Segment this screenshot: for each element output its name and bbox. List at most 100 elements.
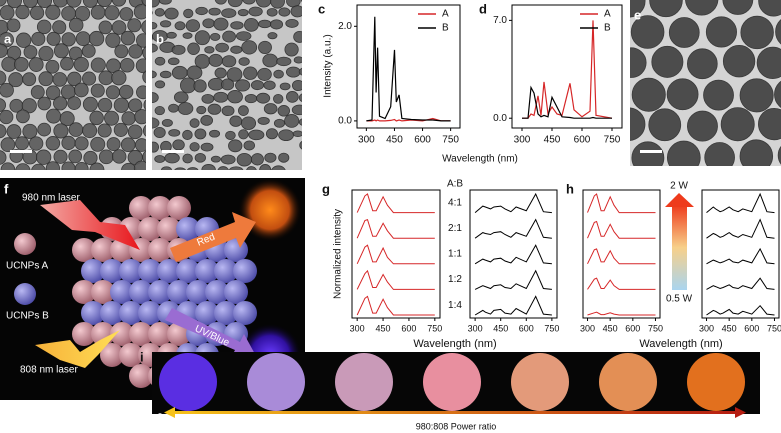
x-tick-label: 300 [358,135,375,146]
sphere-ball [100,259,124,283]
sphere-ball [233,301,257,325]
particle [226,67,243,82]
particle [53,149,68,164]
x-tick-label: 450 [603,323,618,333]
x-axis-label: Wavelength (nm) [442,154,518,165]
particle [201,93,215,104]
particle [278,152,290,163]
micrograph [152,0,320,173]
arrow-head [164,407,175,418]
particle [739,139,774,166]
particle [291,79,302,92]
x-tick-label: 750 [767,323,781,333]
particle [668,17,700,48]
particle [174,21,186,31]
particle [259,164,272,170]
particle [221,105,235,117]
particle [276,56,292,67]
particle [756,46,781,79]
particle [229,115,243,127]
particle [194,30,211,46]
particle [66,0,82,8]
sphere-ball [91,238,115,262]
particle [703,79,734,111]
sphere-ball [214,301,238,325]
particle [704,142,735,166]
particle [1,56,17,72]
plot-frame [701,189,780,319]
particle [630,15,665,49]
particle [136,33,146,48]
particle [758,0,781,17]
particle [185,19,201,33]
particle [266,8,278,17]
spectrum-line [474,244,552,265]
particle [177,102,194,115]
x-tick-label: 450 [722,323,737,333]
sphere-ball [167,196,191,220]
particle [35,149,52,165]
particle [0,5,15,20]
particle [298,118,302,126]
particle [90,57,106,73]
particle [152,43,158,53]
particle [128,98,143,113]
particle [241,40,258,55]
particle [651,45,684,78]
particle [0,0,7,7]
particle [235,79,251,92]
spectrum-line [522,85,612,119]
particle [309,152,319,162]
particle [74,162,89,170]
particle [258,19,272,29]
particle [135,138,146,152]
ratio-arrow [172,411,738,414]
sphere-ball [138,217,162,241]
scale-label: 2 W [670,181,688,192]
particle [309,106,320,114]
particle [15,4,30,20]
particle [273,94,284,104]
x-tick-label: 750 [544,323,559,333]
sphere-ball [157,217,181,241]
particle [720,107,755,142]
particle [15,32,32,48]
laser-label: 980 nm laser [22,193,80,204]
particle [236,152,253,167]
particle [120,137,136,153]
particle [279,82,291,91]
particle [244,17,259,32]
particle [209,32,221,41]
particle [88,30,105,47]
particle [14,57,29,72]
spectrum-line [706,192,775,214]
laser-label: 808 nm laser [20,365,78,376]
particle [243,66,258,80]
particle [168,103,179,113]
particle [0,70,7,86]
y-tick-label: 7.0 [493,15,507,26]
particle [291,104,302,116]
particle [171,44,186,55]
red-glow [238,178,302,242]
particle [598,79,628,109]
particle [250,80,265,91]
particle [209,129,221,138]
sphere-ball [100,301,124,325]
spectrum-line [587,193,656,214]
particle [722,0,754,15]
particle [248,129,265,141]
particle [159,70,172,79]
particle [597,15,630,48]
particle [22,72,37,87]
particle [213,17,229,31]
particle [154,155,166,163]
particle [97,97,113,113]
particle [104,5,120,21]
row-title: A:B [447,179,463,190]
spectrum-line [356,269,435,290]
particle [154,8,165,17]
particle [303,166,312,173]
particle [189,142,200,152]
x-tick-label: 600 [744,323,759,333]
